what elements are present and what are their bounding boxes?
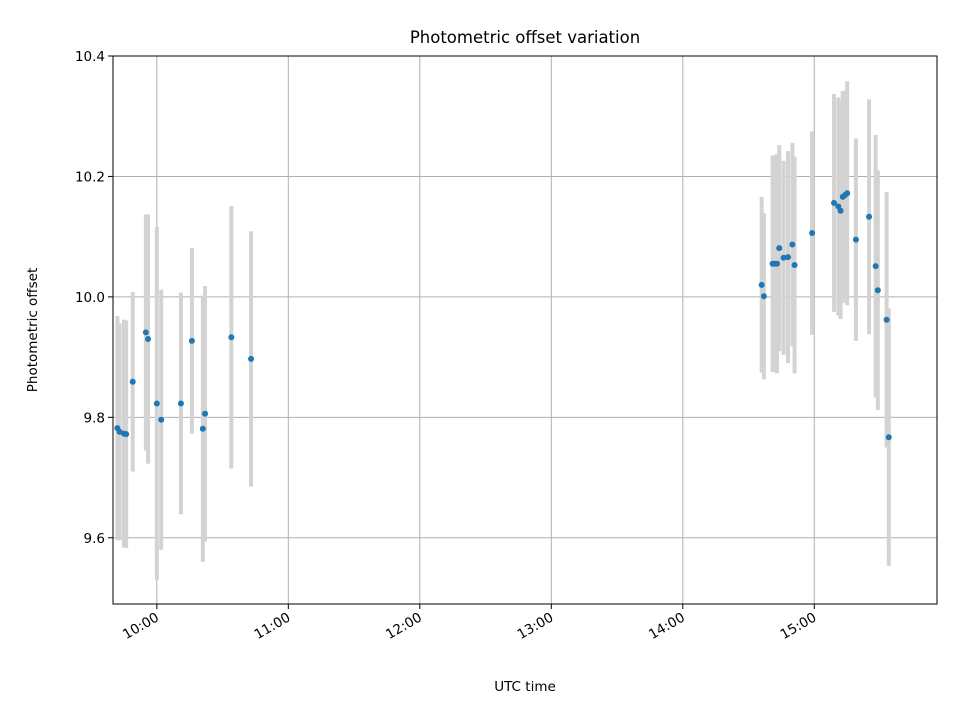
data-point — [866, 213, 873, 220]
data-point — [142, 329, 149, 336]
data-point — [852, 236, 859, 243]
data-point — [228, 334, 235, 341]
data-point — [177, 400, 184, 407]
data-point — [158, 416, 165, 423]
data-point — [776, 245, 783, 252]
data-point — [791, 261, 798, 268]
data-point — [774, 260, 781, 267]
data-point — [202, 410, 209, 417]
y-tick-label: 10.0 — [75, 290, 105, 306]
x-axis-label: UTC time — [494, 679, 556, 695]
data-points — [114, 190, 892, 441]
data-point — [784, 254, 791, 261]
data-point — [145, 336, 152, 343]
data-point — [780, 254, 787, 261]
data-point — [831, 199, 837, 206]
data-point — [837, 207, 844, 214]
data-point — [248, 355, 255, 362]
plot-frame — [112, 55, 938, 605]
data-point — [883, 316, 890, 323]
data-point — [188, 337, 195, 344]
data-point — [885, 434, 892, 441]
data-point — [153, 400, 160, 407]
data-point — [809, 230, 816, 237]
y-tick-label: 9.6 — [84, 531, 105, 547]
data-point — [199, 425, 206, 432]
data-point — [872, 263, 879, 270]
data-point — [874, 287, 881, 294]
chart-title: Photometric offset variation — [410, 28, 640, 47]
y-axis-ticks: 9.6 9.8 10.0 10.2 10.4 — [75, 49, 113, 547]
y-tick-label: 10.2 — [75, 169, 105, 185]
data-point — [758, 281, 765, 288]
y-tick-label: 10.4 — [75, 49, 105, 65]
data-point — [760, 293, 767, 300]
data-point — [129, 378, 136, 385]
data-point — [844, 190, 851, 197]
data-point — [789, 241, 796, 248]
y-tick-label: 9.8 — [84, 410, 105, 426]
y-axis-label: Photometric offset — [25, 268, 41, 392]
data-point — [123, 431, 130, 438]
